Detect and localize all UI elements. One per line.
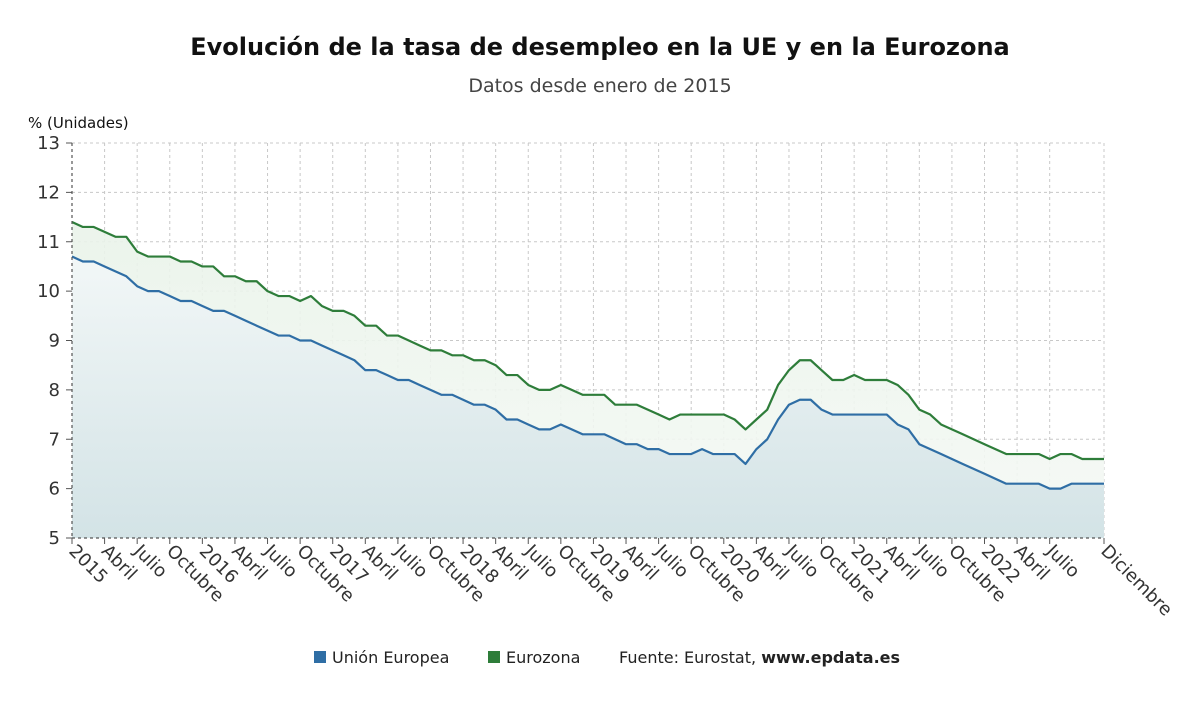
y-tick-label: 12 [37,182,60,203]
source-note: Fuente: Eurostat, www.epdata.es [619,648,900,667]
area-union-europea [72,256,1104,538]
y-axis-label: % (Unidades) [28,114,129,132]
series-lines [71,220,1104,490]
y-tick-label: 6 [49,479,60,500]
x-tick-label: Julio [390,540,432,582]
x-tick-label: Julio [259,540,301,582]
legend-swatch-eu [314,651,326,663]
legend-label-ez: Eurozona [506,648,580,667]
series-line-union-europea [71,255,1104,490]
y-tick-label: 9 [49,331,60,352]
x-tick-label: Julio [129,540,171,582]
x-tick-label: Diciembre [1096,541,1176,621]
series-line-eurozona [71,220,1104,461]
legend: Unión Europea Eurozona Fuente: Eurostat,… [314,648,900,667]
axes [71,143,1104,539]
y-tick-label: 7 [49,429,60,450]
source-site: www.epdata.es [761,648,900,667]
x-tick-label: Julio [1041,540,1083,582]
legend-swatch-ez [488,651,500,663]
x-tick-label: Julio [911,540,953,582]
x-tick-label: Julio [650,540,692,582]
x-ticks: 2015AbrilJulioOctubre2016AbrilJulioOctub… [64,538,1176,621]
legend-label-eu: Unión Europea [332,648,449,667]
x-tick-label: Julio [781,540,823,582]
y-ticks: 5 6 7 8 9 10 11 12 13 [37,133,72,549]
chart-subtitle: Datos desde enero de 2015 [468,75,731,97]
y-tick-label: 13 [37,133,60,154]
source-prefix: Fuente: Eurostat, [619,648,756,667]
y-tick-label: 11 [37,232,60,253]
x-tick-label: Julio [520,540,562,582]
chart-title: Evolución de la tasa de desempleo en la … [190,33,1009,61]
y-tick-label: 10 [37,281,60,302]
areas [72,222,1104,538]
y-tick-label: 5 [49,528,60,549]
y-tick-label: 8 [49,380,60,401]
